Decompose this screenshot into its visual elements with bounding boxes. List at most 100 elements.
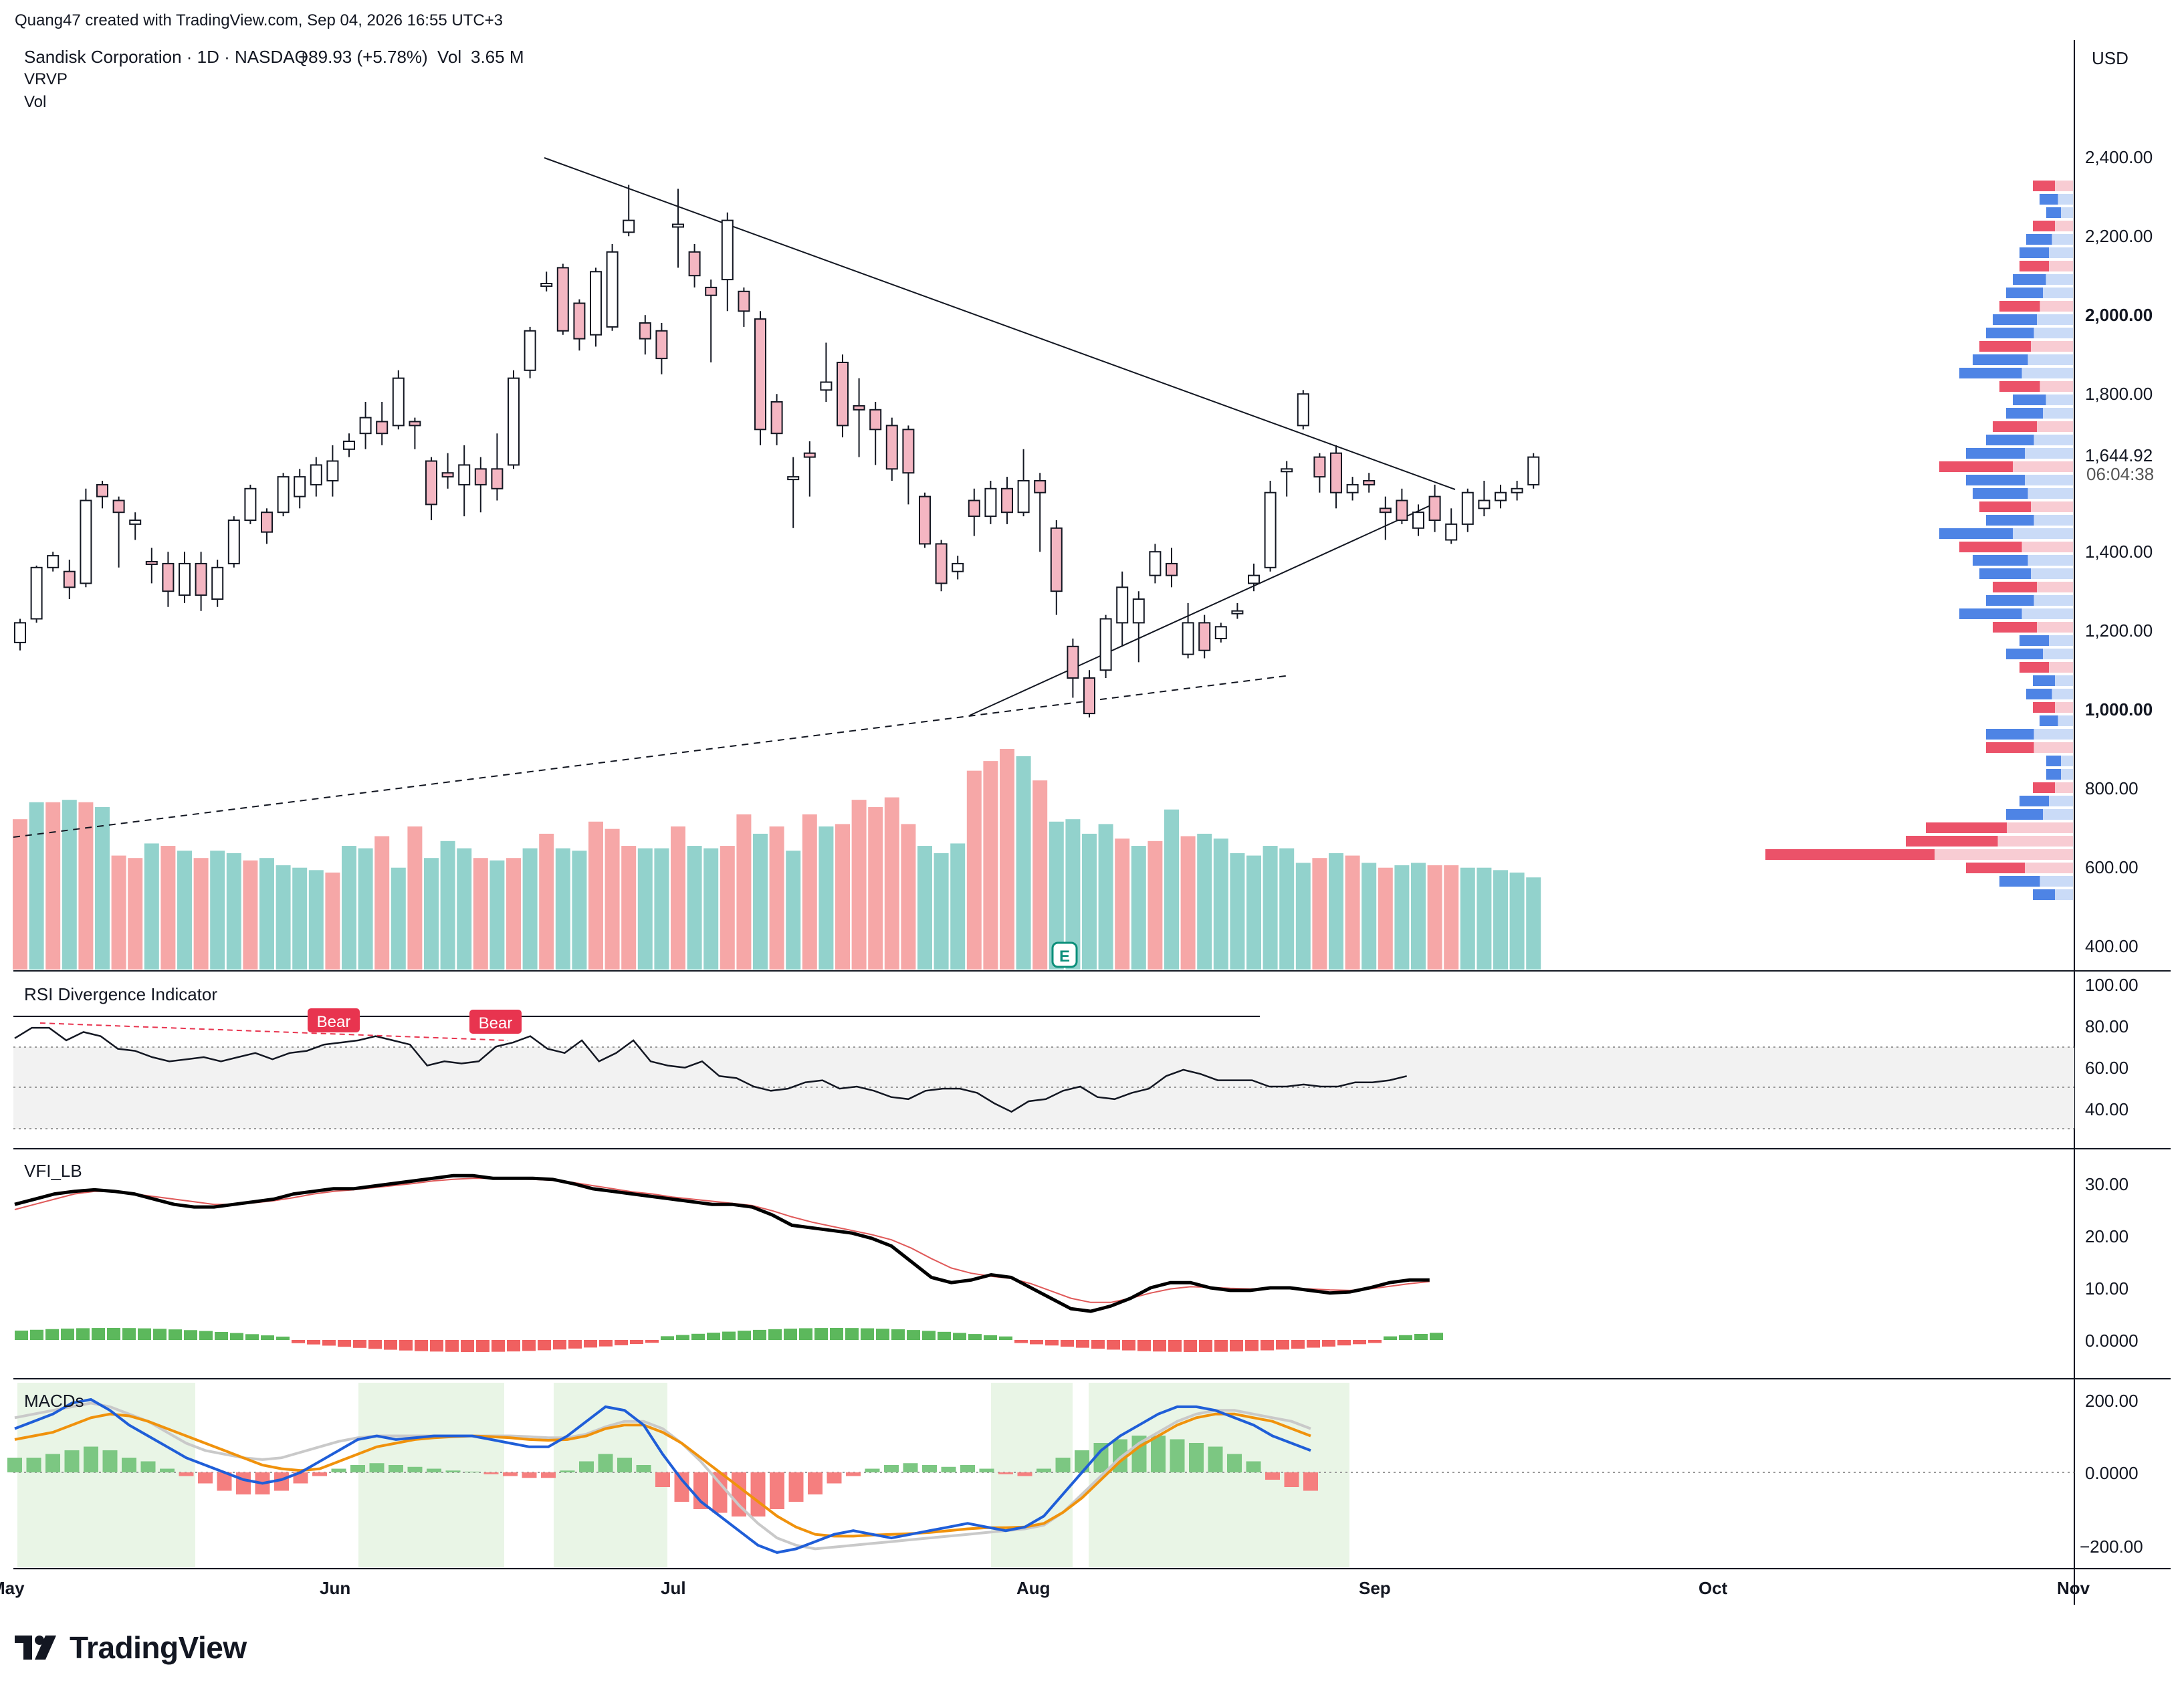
rsi-pane-title: RSI Divergence Indicator	[24, 984, 217, 1004]
volume-profile-bar	[1997, 836, 2073, 847]
volume-bar	[522, 848, 538, 970]
vfi-histogram-bar	[876, 1329, 889, 1340]
price-tick-1200: 1,200.00	[2085, 621, 2153, 641]
rsi-line	[14, 1026, 1407, 1113]
vfi-histogram-bar	[615, 1340, 628, 1345]
volume-profile-bar	[1986, 435, 2034, 445]
vfi-histogram-bar	[1153, 1340, 1166, 1352]
volume-bar	[1329, 853, 1343, 970]
rsi-tick-60: 60.00	[2085, 1058, 2128, 1078]
macd-tick-neg200: −200.00	[2080, 1537, 2143, 1557]
candle-body	[639, 322, 651, 340]
vfi-histogram-bar	[1245, 1340, 1259, 1351]
volume-profile-bar	[2019, 662, 2049, 673]
ascending-trendline	[969, 501, 1440, 716]
macd-histogram-bar	[217, 1472, 232, 1491]
candle-body	[112, 499, 125, 514]
volume-profile-bar	[1765, 849, 1935, 860]
tradingview-logo-icon	[15, 1636, 56, 1660]
volume-bar	[934, 853, 949, 970]
candle-body	[1050, 527, 1063, 592]
volume-bar	[210, 851, 225, 970]
volume-profile-bar	[2022, 368, 2073, 378]
candle-body	[376, 421, 389, 435]
rsi-pane: Bear Bear	[13, 1008, 2074, 1129]
macd-histogram-bar	[636, 1465, 651, 1472]
macd-histogram-bar	[140, 1461, 156, 1472]
volume-bar	[1082, 833, 1097, 970]
macd-pane	[7, 1383, 2074, 1567]
volume-profile-bar	[2006, 288, 2043, 298]
vfi-histogram-bar	[276, 1336, 290, 1340]
volume-bar	[45, 802, 61, 970]
volume-profile-bar	[2037, 421, 2073, 432]
trendlines	[13, 157, 1456, 1017]
volume-profile-bar	[2043, 649, 2073, 659]
volume-profile-bar	[2034, 742, 2073, 753]
vfi-histogram-bar	[1368, 1340, 1382, 1343]
price-axis[interactable]: USD 2,400.00 2,200.00 2,000.00 1,800.00 …	[2085, 48, 2154, 956]
time-axis[interactable]: May Jun Jul Aug Sep Oct Nov	[0, 1578, 2090, 1598]
volume-bar	[539, 833, 554, 970]
macd-histogram-bar	[1036, 1468, 1051, 1472]
earnings-marker[interactable]: E	[1051, 941, 1078, 968]
volume-bar	[1197, 833, 1212, 970]
vfi-histogram-bar	[999, 1336, 1012, 1340]
bear-label-2-text: Bear	[479, 1014, 513, 1032]
volume-profile-bar	[1926, 822, 2007, 833]
price-tick-1400: 1,400.00	[2085, 542, 2153, 562]
volume-bar	[276, 865, 291, 970]
vfi-histogram-bar	[138, 1328, 151, 1340]
vfi-histogram-bar	[122, 1328, 136, 1340]
volume-bar	[621, 846, 637, 970]
vfi-histogram-bar	[230, 1333, 243, 1340]
volume-bar	[720, 846, 735, 970]
volume-profile-bar	[2043, 809, 2073, 820]
vfi-histogram-bar	[1337, 1340, 1351, 1346]
vfi-histogram-bar	[61, 1328, 74, 1340]
vfi-histogram-bar	[1276, 1340, 1289, 1350]
volume-profile-bar	[2034, 435, 2073, 445]
vfi-histogram-bar	[15, 1330, 28, 1340]
vfi-histogram-bar	[1199, 1340, 1212, 1352]
volume-profile-bar	[2033, 889, 2055, 900]
vfi-histogram-bar	[215, 1331, 228, 1340]
volume-profile-bar	[2033, 782, 2055, 793]
candle-body	[590, 271, 602, 336]
candle-body	[47, 555, 60, 568]
volume-bar	[983, 761, 998, 970]
symbol-legend[interactable]: Sandisk Corporation · 1D · NASDAQ +89.93…	[24, 47, 524, 67]
vfi-histogram-bar	[799, 1328, 812, 1340]
candle-body	[1495, 491, 1507, 501]
vfi-histogram-bar	[1291, 1340, 1305, 1349]
candle-body	[162, 562, 175, 592]
volume-bar	[1279, 848, 1295, 970]
candle-body	[738, 290, 750, 312]
vfi-histogram-bar	[1307, 1340, 1320, 1348]
macd-histogram-bar	[579, 1461, 594, 1472]
vfi-histogram-bar	[938, 1331, 951, 1340]
macd-histogram-bar	[522, 1472, 537, 1478]
volume-bar	[1115, 838, 1130, 970]
candle-body	[787, 476, 800, 481]
volume-bar	[78, 802, 94, 970]
vfi-histogram-bar	[430, 1340, 443, 1352]
vfi-histogram-bar	[584, 1340, 597, 1348]
macd-histogram-bar	[236, 1472, 251, 1494]
volume-bar	[1032, 780, 1048, 970]
candle-body	[869, 409, 882, 431]
volume-bar	[703, 848, 719, 970]
candle-body	[1281, 468, 1293, 473]
volume-profile-bar	[2049, 662, 2073, 673]
macd-pane-title: MACDs	[24, 1391, 84, 1411]
tradingview-brand[interactable]: TradingView	[15, 1626, 247, 1669]
vfi-tick-0: 0.0000	[2085, 1331, 2139, 1351]
vfi-histogram-bar	[1076, 1340, 1089, 1348]
volume-bar	[588, 821, 603, 970]
macd-histogram-bar	[808, 1472, 823, 1494]
candle-body	[211, 566, 224, 600]
vfi-histogram-bar	[199, 1331, 213, 1340]
vfi-histogram-bar	[691, 1333, 705, 1340]
volume-bar	[1016, 756, 1031, 970]
